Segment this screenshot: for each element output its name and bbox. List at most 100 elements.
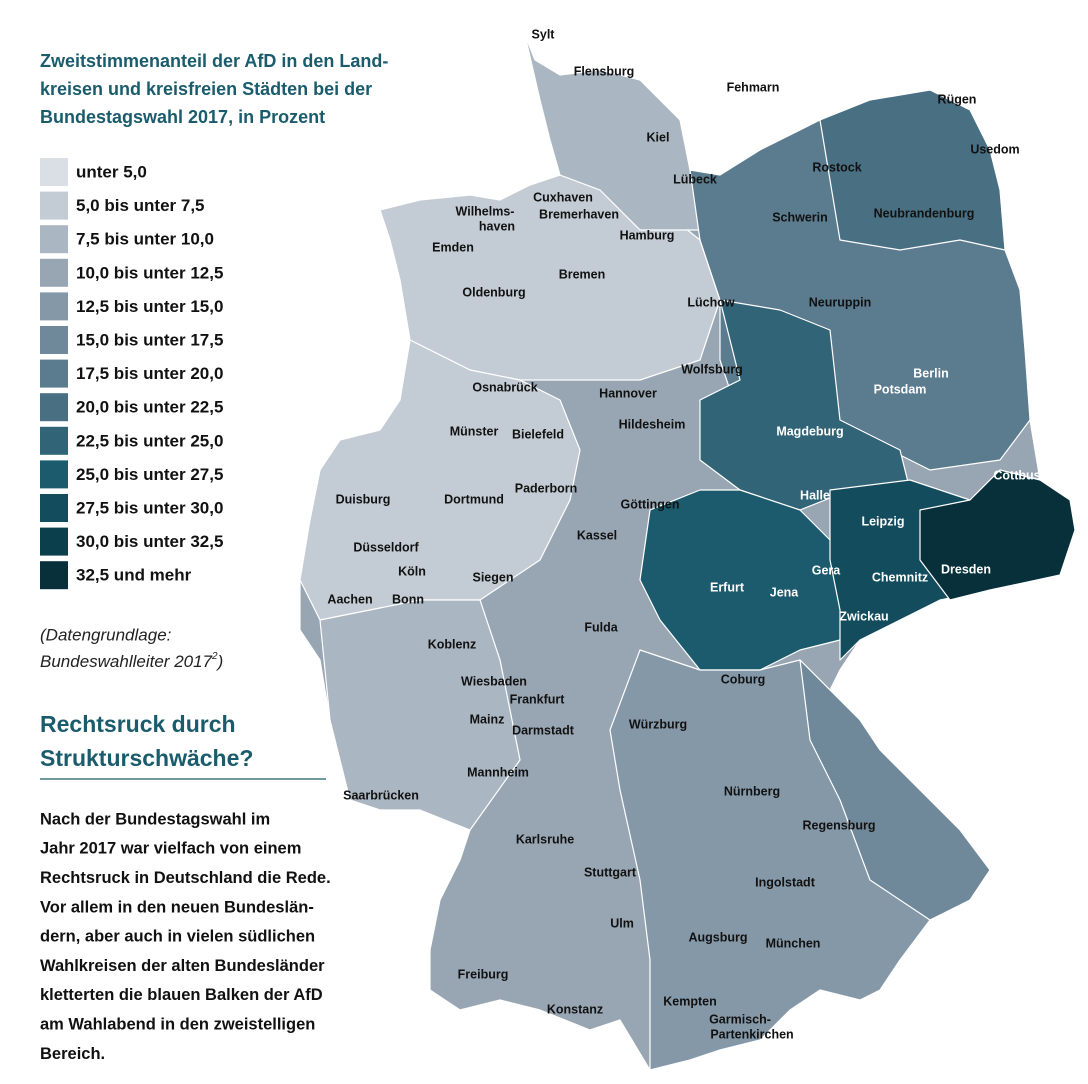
city-label: Köln bbox=[398, 564, 426, 578]
legend-label: unter 5,0 bbox=[76, 162, 147, 181]
city-label: Partenkirchen bbox=[710, 1027, 793, 1041]
city-label: Usedom bbox=[970, 142, 1019, 156]
paragraph-line: Bereich. bbox=[40, 1045, 105, 1063]
title-line: Bundestagswahl 2017, in Prozent bbox=[40, 107, 325, 127]
legend-label: 7,5 bis unter 10,0 bbox=[76, 230, 214, 249]
city-label: Potsdam bbox=[874, 382, 927, 396]
city-label: Saarbrücken bbox=[343, 788, 419, 802]
section-heading: Strukturschwäche? bbox=[40, 745, 253, 771]
map bbox=[299, 34, 1076, 1071]
city-label: Frankfurt bbox=[510, 692, 566, 706]
legend-swatch bbox=[40, 393, 68, 422]
city-label: Bremen bbox=[559, 267, 606, 281]
city-label: Berlin bbox=[913, 366, 948, 380]
legend-swatch bbox=[40, 426, 68, 455]
city-label: Zwickau bbox=[839, 609, 888, 623]
city-label: Konstanz bbox=[547, 1002, 603, 1016]
title-line: kreisen und kreisfreien Städten bei der bbox=[40, 79, 372, 99]
legend-swatch bbox=[40, 191, 68, 220]
legend-swatch bbox=[40, 359, 68, 388]
city-label: München bbox=[766, 936, 821, 950]
city-label: Stuttgart bbox=[584, 865, 637, 879]
city-label: Halle bbox=[800, 488, 830, 502]
map-region bbox=[819, 89, 1006, 251]
source-note: Bundeswahlleiter 20172) bbox=[40, 651, 223, 672]
city-label: Duisburg bbox=[336, 492, 391, 506]
city-label: Bielefeld bbox=[512, 427, 564, 441]
legend-swatch bbox=[40, 292, 68, 321]
legend-label: 27,5 bis unter 30,0 bbox=[76, 498, 223, 517]
city-label: Mainz bbox=[470, 712, 505, 726]
paragraph-line: am Wahlabend in den zweistelligen bbox=[40, 1015, 315, 1033]
city-label: Sylt bbox=[532, 27, 556, 41]
paragraph-line: Wahlkreisen der alten Bundesländer bbox=[40, 957, 325, 975]
legend-label: 20,0 bis unter 22,5 bbox=[76, 398, 223, 417]
legend-swatch bbox=[40, 258, 68, 287]
city-label: Oldenburg bbox=[462, 285, 525, 299]
city-label: Cuxhaven bbox=[533, 190, 593, 204]
city-label: Cottbus bbox=[993, 468, 1040, 482]
legend-swatch bbox=[40, 225, 68, 254]
city-label: Kiel bbox=[647, 130, 670, 144]
paragraph-line: dern, aber auch in vielen südlichen bbox=[40, 928, 315, 946]
legend-label: 32,5 und mehr bbox=[76, 566, 192, 585]
city-labels: Sylt Flensburg Fehmarn Rügen Kiel Usedom Rosto… bbox=[327, 27, 1040, 1041]
city-label: Magdeburg bbox=[776, 424, 843, 438]
city-label: Leipzig bbox=[861, 514, 904, 528]
city-label: Würzburg bbox=[629, 717, 687, 731]
city-label: Garmisch- bbox=[709, 1012, 771, 1026]
legend-label: 22,5 bis unter 25,0 bbox=[76, 431, 223, 450]
city-label: Siegen bbox=[473, 570, 514, 584]
city-label: Lüchow bbox=[687, 295, 734, 309]
city-label: Fehmarn bbox=[727, 80, 780, 94]
city-label: Hamburg bbox=[620, 228, 675, 242]
legend: unter 5,0 5,0 bis unter 7,5 7,5 bis unter … bbox=[40, 158, 223, 590]
city-label: Chemnitz bbox=[872, 570, 928, 584]
legend-swatch bbox=[40, 561, 68, 590]
city-label: Kempten bbox=[663, 994, 716, 1008]
legend-label: 5,0 bis unter 7,5 bbox=[76, 196, 205, 215]
city-label: Karlsruhe bbox=[516, 832, 574, 846]
legend-swatch bbox=[40, 326, 68, 354]
city-label: Aachen bbox=[327, 592, 372, 606]
source-note: (Datengrundlage: bbox=[40, 625, 172, 644]
city-label: Osnabrück bbox=[472, 380, 537, 394]
city-label: Düsseldorf bbox=[353, 540, 419, 554]
city-label: Neubrandenburg bbox=[874, 206, 975, 220]
paragraph-line: Jahr 2017 war vielfach von einem bbox=[40, 840, 301, 858]
city-label: Wiesbaden bbox=[461, 674, 527, 688]
city-label: Rügen bbox=[938, 92, 977, 106]
city-label: Hannover bbox=[599, 386, 657, 400]
legend-label: 25,0 bis unter 27,5 bbox=[76, 465, 223, 484]
section-heading: Rechtsruck durch bbox=[40, 711, 236, 737]
city-label: Koblenz bbox=[428, 637, 477, 651]
legend-swatch bbox=[40, 494, 68, 522]
city-label: haven bbox=[479, 219, 515, 233]
paragraph: Nach der Bundestagswahl im Jahr 2017 war … bbox=[40, 810, 331, 1062]
city-label: Regensburg bbox=[803, 818, 876, 832]
paragraph-line: Vor allem in den neuen Bundeslän- bbox=[40, 898, 314, 916]
paragraph-line: Rechtsruck in Deutschland die Rede. bbox=[40, 869, 331, 887]
title-line: Zweitstimmenanteil der AfD in den Land- bbox=[40, 51, 388, 71]
paragraph-line: kletterten die blauen Balken der AfD bbox=[40, 986, 323, 1004]
city-label: Ingolstadt bbox=[755, 875, 816, 889]
map-region bbox=[919, 469, 1076, 601]
legend-swatch bbox=[40, 460, 68, 489]
city-label: Emden bbox=[432, 240, 474, 254]
city-label: Lübeck bbox=[673, 172, 717, 186]
city-label: Darmstadt bbox=[512, 723, 575, 737]
city-label: Wilhelms- bbox=[456, 204, 515, 218]
map-region bbox=[799, 659, 991, 921]
legend-swatch bbox=[40, 527, 68, 556]
city-label: Neuruppin bbox=[809, 295, 872, 309]
city-label: Nürnberg bbox=[724, 784, 780, 798]
city-label: Schwerin bbox=[772, 210, 828, 224]
city-label: Bremerhaven bbox=[539, 207, 619, 221]
city-label: Erfurt bbox=[710, 580, 745, 594]
city-label: Mannheim bbox=[467, 765, 529, 779]
legend-label: 15,0 bis unter 17,5 bbox=[76, 330, 223, 349]
city-label: Bonn bbox=[392, 592, 424, 606]
city-label: Gera bbox=[812, 563, 842, 577]
